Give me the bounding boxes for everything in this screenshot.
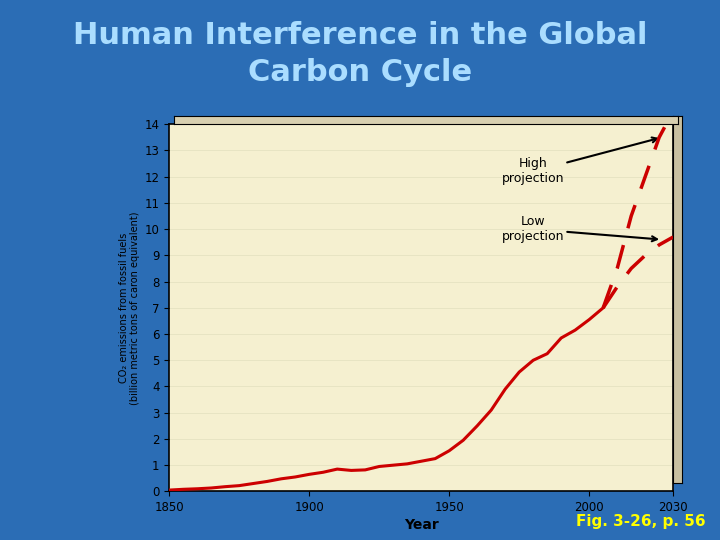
Text: Low
projection: Low projection: [502, 215, 657, 243]
X-axis label: Year: Year: [404, 518, 438, 532]
Text: Human Interference in the Global: Human Interference in the Global: [73, 21, 647, 50]
Text: Fig. 3-26, p. 56: Fig. 3-26, p. 56: [576, 514, 706, 529]
Text: Carbon Cycle: Carbon Cycle: [248, 58, 472, 87]
Text: High
projection: High projection: [502, 138, 657, 185]
Y-axis label: CO₂ emissions from fossil fuels
(billion metric tons of caron equivalent): CO₂ emissions from fossil fuels (billion…: [119, 211, 140, 404]
